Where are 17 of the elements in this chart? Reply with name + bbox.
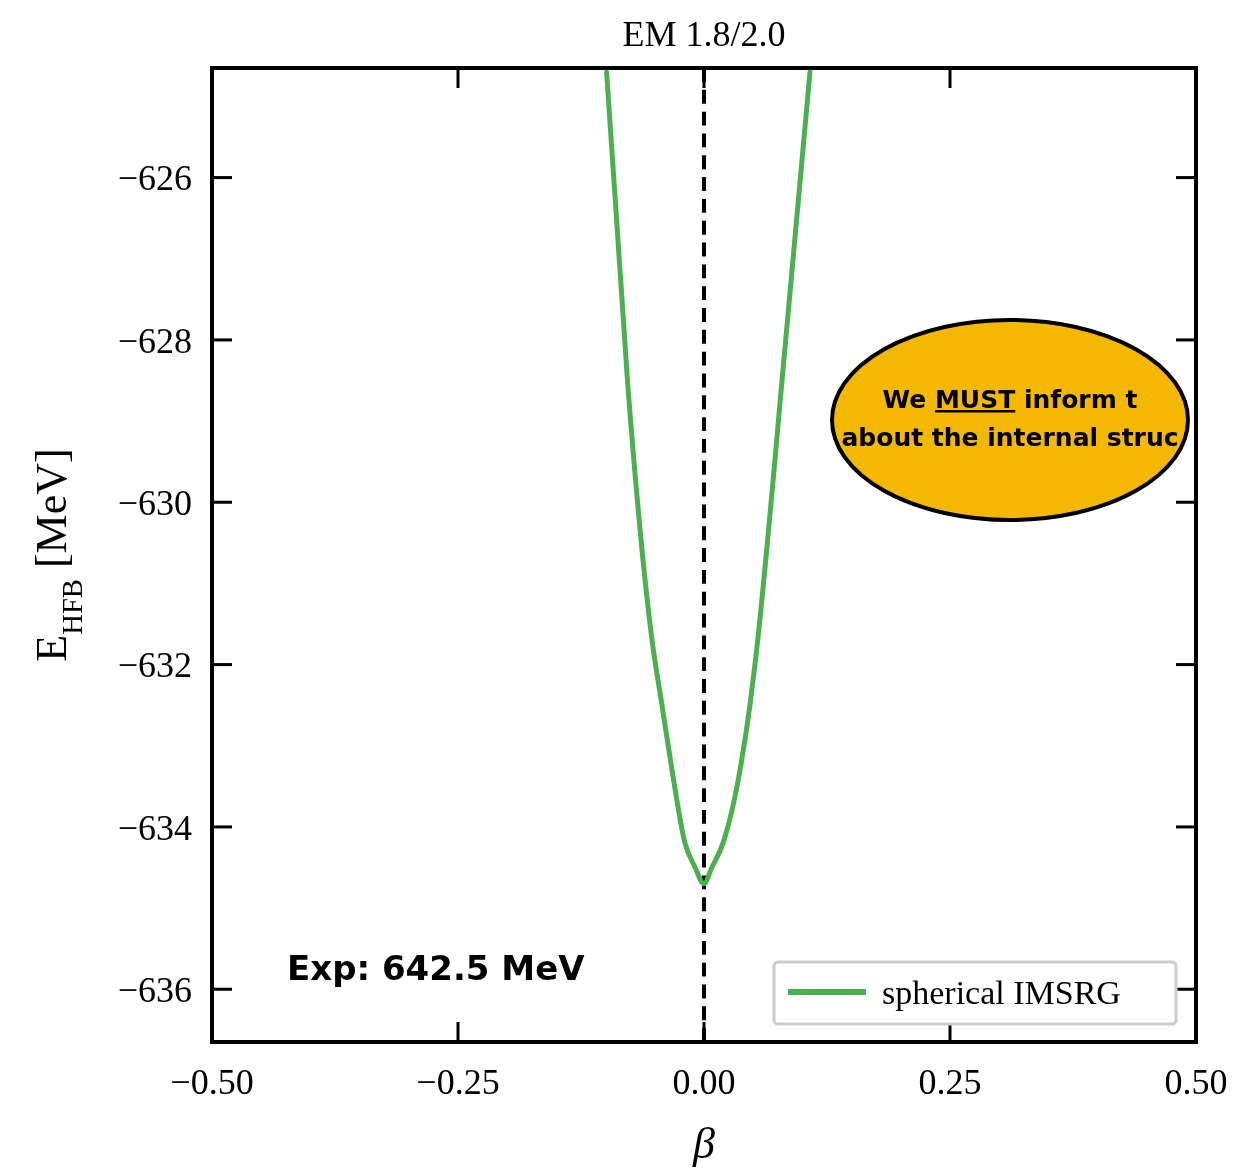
x-tick-label: −0.25 [416,1062,500,1102]
x-tick-label: 0.25 [918,1062,982,1102]
y-tick-label: −634 [117,807,192,848]
y-tick-label: −636 [117,969,192,1010]
annotation: We MUST inform t [882,385,1138,414]
chart-title: EM 1.8/2.0 [622,14,786,54]
x-tick-label: 0.50 [1164,1062,1228,1102]
x-tick-label: 0.00 [672,1062,736,1102]
legend-label: spherical IMSRG [882,973,1121,1011]
annotation: Exp: 642.5 MeV [287,948,586,988]
annotation: about the internal struc [841,423,1179,452]
x-tick-label: −0.50 [170,1062,254,1102]
y-tick-label: −630 [117,482,192,523]
y-tick-label: −628 [117,320,192,361]
x-axis-title: β [692,1119,716,1168]
y-tick-label: −626 [117,158,192,199]
y-tick-label: −632 [117,645,192,686]
